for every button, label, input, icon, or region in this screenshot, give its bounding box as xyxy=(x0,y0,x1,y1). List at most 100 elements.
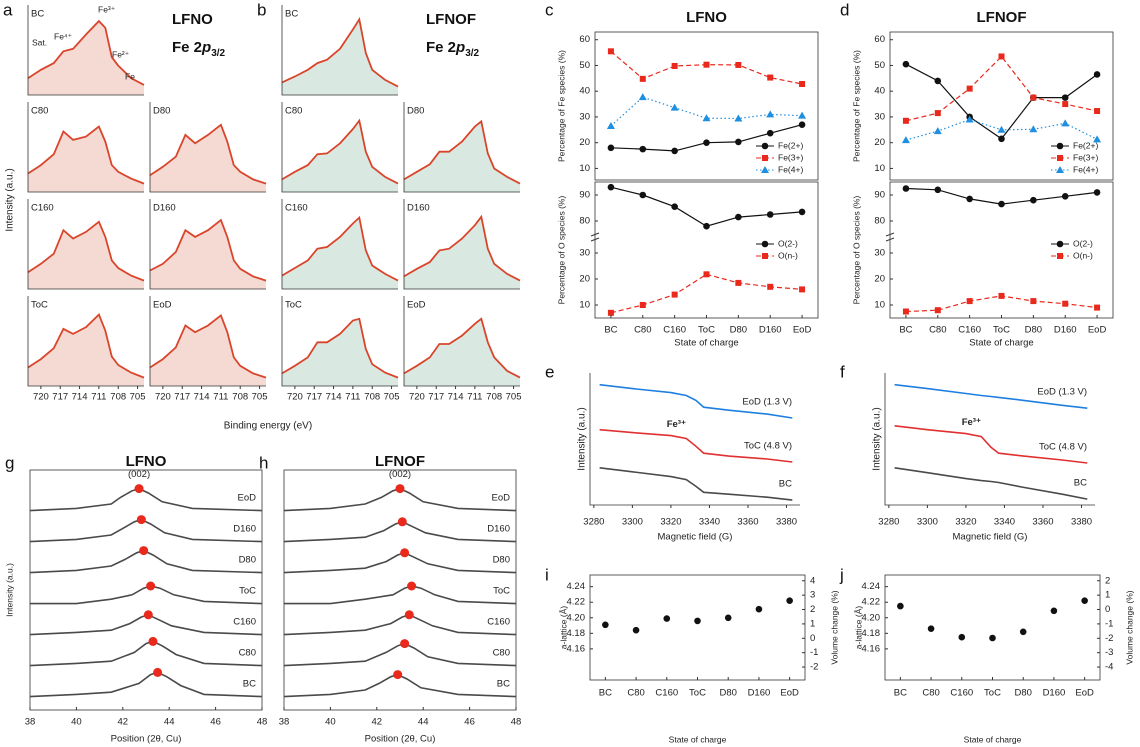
envelope-fill xyxy=(404,121,520,192)
y2-tick-label: 1 xyxy=(810,618,815,629)
point xyxy=(1029,125,1038,133)
x-tick-label: 48 xyxy=(257,717,268,728)
y-tick-label: 10 xyxy=(579,300,590,311)
x-tick-label: 3300 xyxy=(622,517,643,528)
x-tick-label: ToC xyxy=(993,325,1010,336)
point xyxy=(998,53,1005,60)
x-tick-label: 711 xyxy=(91,392,106,403)
x-tick-label: 705 xyxy=(252,392,268,403)
series-label: EoD (1.3 V) xyxy=(1037,387,1087,398)
series-label: C80 xyxy=(493,648,510,659)
point xyxy=(639,302,646,308)
peak-marker xyxy=(395,484,405,494)
peak-marker xyxy=(400,639,410,649)
y2-tick-label: -4 xyxy=(1105,662,1113,673)
panel-label: d xyxy=(840,0,849,19)
x-tick-label: D160 xyxy=(1043,688,1066,699)
x-tick-label: 3360 xyxy=(1032,517,1053,528)
panel-label: c xyxy=(545,0,554,19)
pattern xyxy=(283,613,517,636)
x-tick-label: 720 xyxy=(409,392,425,403)
axis xyxy=(281,199,398,290)
x-axis-label: Magnetic field (G) xyxy=(658,532,733,543)
point xyxy=(998,292,1005,299)
x-tick-label: 3340 xyxy=(699,517,720,528)
series-label: C80 xyxy=(239,648,256,659)
point xyxy=(735,279,742,286)
point xyxy=(632,626,640,634)
axis xyxy=(403,199,520,290)
panel-label: g xyxy=(5,453,14,472)
x-tick-label: C80 xyxy=(634,325,651,336)
point xyxy=(607,183,615,191)
x-tick-label: D80 xyxy=(730,325,747,336)
peak-marker xyxy=(407,581,417,591)
x-tick-label: 705 xyxy=(384,392,400,403)
point xyxy=(735,138,742,146)
point xyxy=(1050,607,1058,615)
x-tick-label: EoD xyxy=(1075,688,1094,699)
point xyxy=(639,191,647,199)
x-tick-label: 40 xyxy=(71,717,82,728)
y-axis-label: Intensity (a.u.) xyxy=(577,407,588,470)
x-tick-label: 3280 xyxy=(878,517,899,528)
panel-label: e xyxy=(545,362,554,381)
series-label: ToC (4.8 V) xyxy=(1039,441,1087,452)
x-tick-label: 717 xyxy=(174,392,190,403)
point xyxy=(724,614,732,622)
point xyxy=(997,125,1006,133)
point xyxy=(1030,196,1037,204)
annotation: (002) xyxy=(128,469,150,480)
point xyxy=(1093,71,1101,78)
point xyxy=(1093,189,1101,196)
panel-label: f xyxy=(840,362,845,381)
point xyxy=(1094,304,1101,311)
envelope xyxy=(281,317,399,379)
series-label: ToC xyxy=(493,586,510,597)
point xyxy=(1061,119,1070,127)
panel-name: D160 xyxy=(407,203,430,214)
point xyxy=(703,139,710,146)
legend-marker xyxy=(762,253,768,259)
x-tick-label: 708 xyxy=(232,392,248,403)
point xyxy=(606,121,615,129)
point xyxy=(798,208,806,216)
x-axis-label: Magnetic field (G) xyxy=(953,532,1028,543)
envelope-fill xyxy=(282,318,398,386)
point xyxy=(694,617,701,625)
y-tick-label: 4.20 xyxy=(862,612,881,623)
peak-marker xyxy=(134,484,144,494)
y-axis-label: Intensity (a.u.) xyxy=(5,168,16,231)
y-tick-label: 4.16 xyxy=(567,643,586,654)
envelope xyxy=(403,214,521,282)
point xyxy=(902,308,909,315)
chart-subtitle: Fe 2p3/2 xyxy=(172,39,226,59)
y-tick-label: 90 xyxy=(579,190,590,201)
legend-marker xyxy=(762,155,768,161)
series-label: BC xyxy=(1074,478,1087,489)
peak-marker xyxy=(143,610,153,620)
axis xyxy=(27,5,144,96)
spectrum xyxy=(599,467,793,501)
point xyxy=(1061,94,1069,101)
subtitle-text: Fe 2 xyxy=(426,39,456,56)
x-tick-label: 3380 xyxy=(1071,517,1092,528)
x-tick-label: 38 xyxy=(279,717,290,728)
x-tick-label: ToC xyxy=(689,688,706,699)
y-tick-label: 4.20 xyxy=(567,612,586,623)
x-tick-label: ToC xyxy=(984,688,1001,699)
peak-marker xyxy=(397,517,407,527)
envelope-fill xyxy=(404,318,520,386)
pattern xyxy=(29,487,263,512)
annotation: (002) xyxy=(389,469,411,480)
pattern xyxy=(284,585,517,605)
x-axis-label: Position (2θ, Cu) xyxy=(111,734,182,745)
point xyxy=(966,298,973,305)
point xyxy=(958,633,966,641)
x-tick-label: C80 xyxy=(929,325,946,336)
y-tick-label: 60 xyxy=(579,34,590,45)
series-label: ToC xyxy=(239,586,256,597)
y2-tick-label: -2 xyxy=(810,662,818,673)
panel-label: b xyxy=(257,0,266,19)
point xyxy=(671,291,678,298)
